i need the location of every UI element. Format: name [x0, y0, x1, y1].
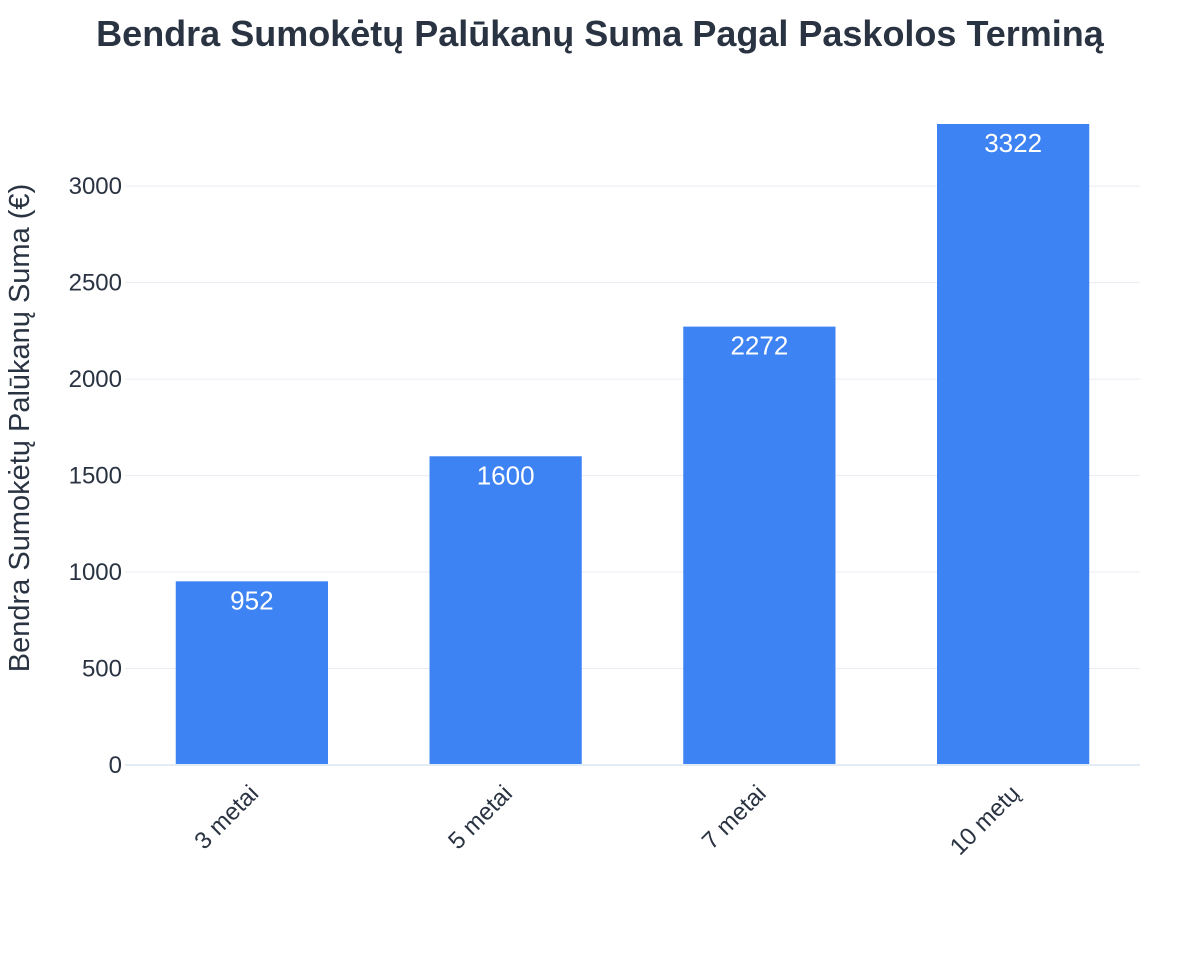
- bar: [937, 124, 1090, 765]
- data-label: 2272: [730, 331, 788, 361]
- data-label: 952: [230, 585, 273, 615]
- x-tick-label: 7 metai: [697, 780, 772, 855]
- y-axis-ticks: 0 500 1000 1500 2000 2500 3000: [69, 173, 122, 779]
- bar: [429, 456, 582, 765]
- y-tick-label: 1000: [69, 559, 122, 586]
- y-axis-label: Bendra Sumokėtų Palūkanų Suma (€): [4, 184, 36, 672]
- bar: [175, 581, 328, 765]
- data-label: 3322: [984, 128, 1042, 158]
- bars: [175, 124, 1090, 765]
- y-tick-label: 2500: [69, 270, 122, 297]
- x-axis-ticks: 3 metai 5 metai 7 metai 10 metų: [189, 780, 1025, 860]
- x-tick-label: 5 metai: [443, 780, 518, 855]
- chart-title: Bendra Sumokėtų Palūkanų Suma Pagal Pask…: [96, 13, 1105, 54]
- bar: [683, 326, 836, 765]
- y-tick-label: 2000: [69, 366, 122, 393]
- data-label: 1600: [477, 460, 535, 490]
- y-tick-label: 3000: [69, 173, 122, 200]
- y-tick-label: 500: [82, 656, 122, 683]
- data-labels: 952 1600 2272 3322: [230, 128, 1042, 615]
- x-tick-label: 10 metų: [945, 780, 1025, 860]
- y-tick-label: 1500: [69, 463, 122, 490]
- y-tick-label: 0: [109, 752, 122, 779]
- x-tick-label: 3 metai: [189, 780, 264, 855]
